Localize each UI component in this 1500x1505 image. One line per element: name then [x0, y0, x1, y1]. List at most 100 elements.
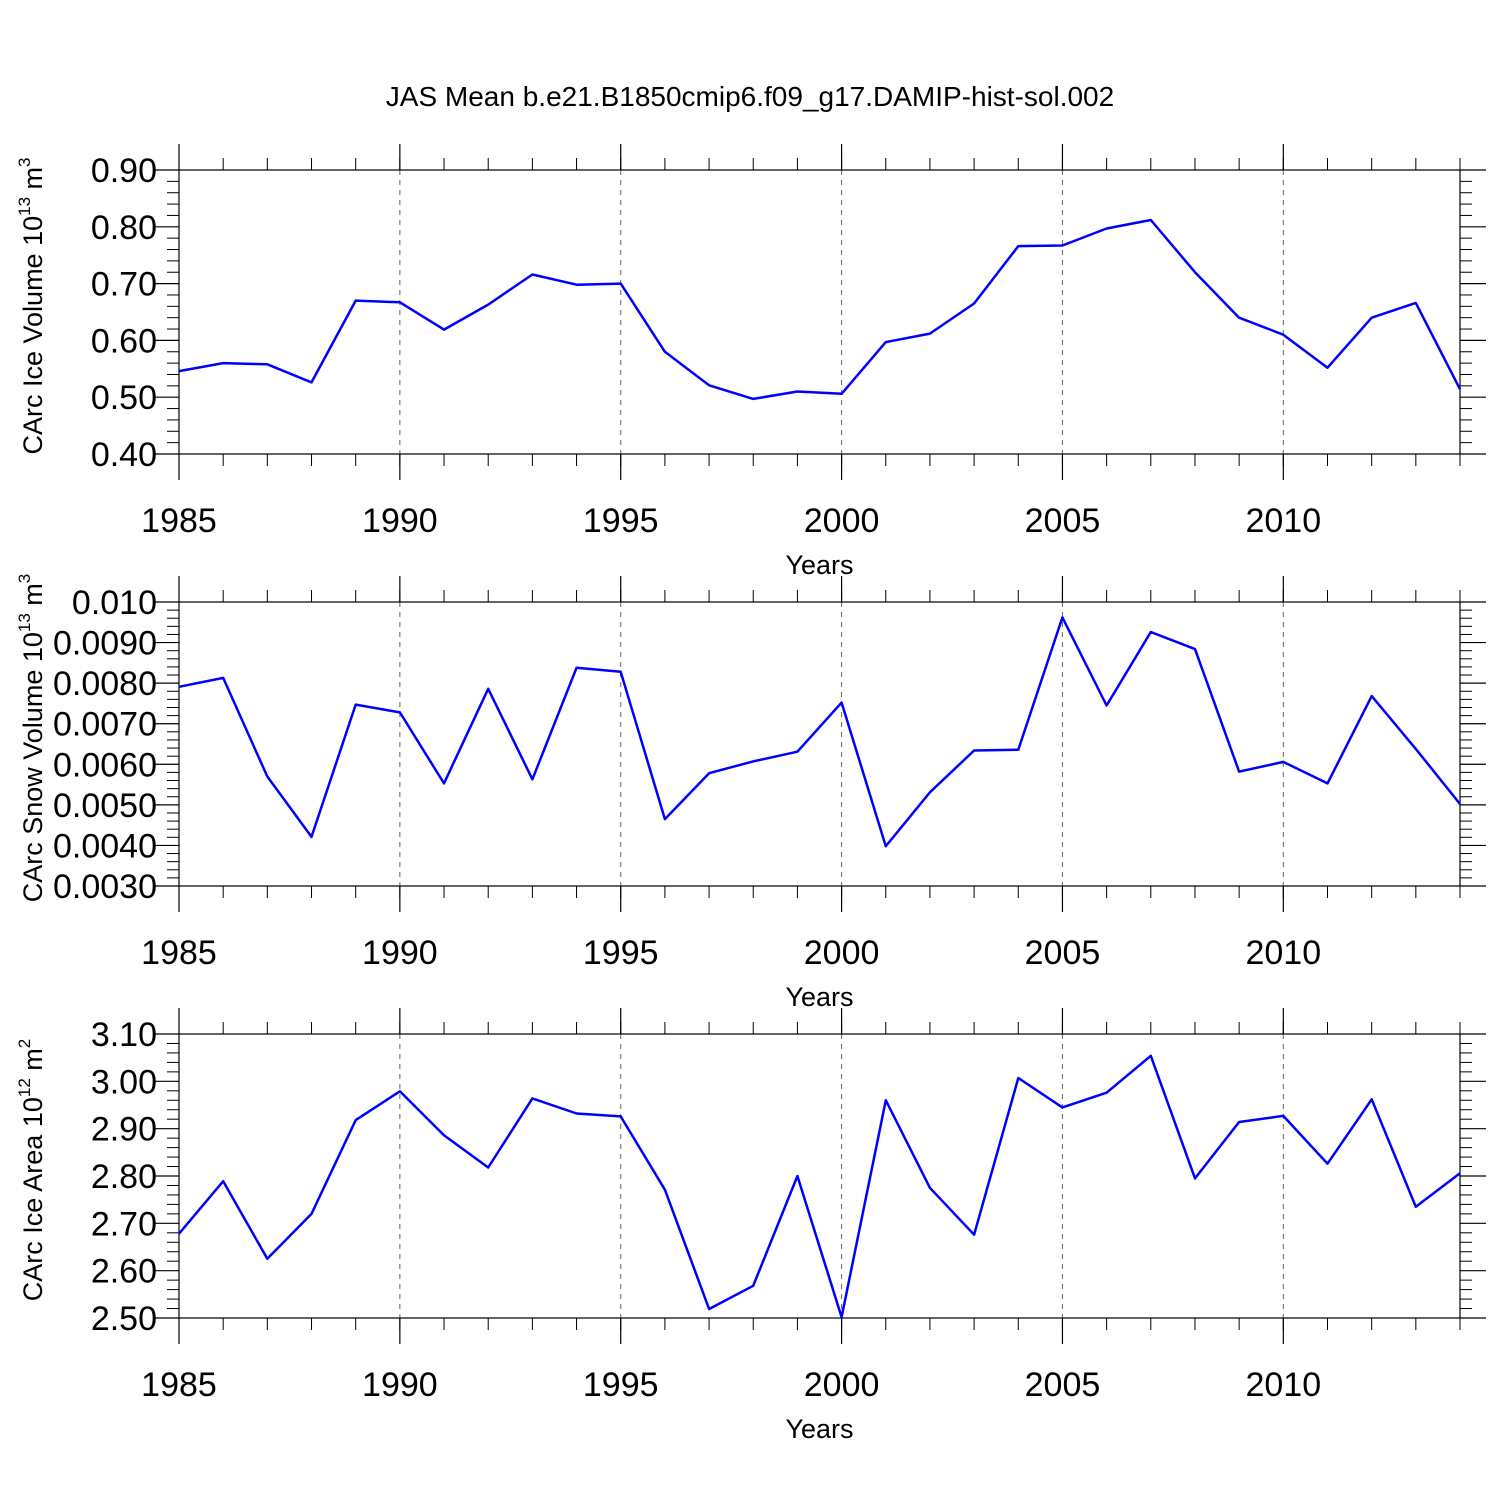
- series-line: [178, 616, 1461, 848]
- data-point: [1325, 1161, 1330, 1166]
- y-tick-label: 2.50: [91, 1300, 157, 1338]
- x-tick-label: 2010: [1245, 502, 1321, 540]
- data-point: [839, 700, 844, 705]
- y-tick-label: 0.0050: [53, 787, 157, 825]
- y-tick-label: 0.0090: [53, 625, 157, 663]
- data-point: [1369, 1097, 1374, 1102]
- data-point: [662, 817, 667, 822]
- x-tick-label: 2000: [804, 934, 880, 972]
- x-tick-label: 2010: [1245, 1366, 1321, 1404]
- x-tick-label: 2000: [804, 1366, 880, 1404]
- data-point: [574, 665, 579, 670]
- data-point: [221, 1179, 226, 1184]
- data-point: [1458, 387, 1463, 392]
- data-point: [1458, 802, 1463, 807]
- x-tick-label: 2005: [1025, 934, 1101, 972]
- data-point: [1369, 694, 1374, 699]
- data-point: [1148, 630, 1153, 635]
- x-tick-label: 2000: [804, 502, 880, 540]
- x-tick-label: 1990: [362, 1366, 438, 1404]
- panel-3: 1985 1990 1995 2000 2005 2010 2.50 2.60 2.70 2.80…: [15, 1008, 1486, 1444]
- y-tick-label: 0.0030: [53, 868, 157, 906]
- data-point: [883, 844, 888, 849]
- plot-frame: [178, 169, 1461, 455]
- data-point: [1016, 244, 1021, 249]
- data-point: [397, 300, 402, 305]
- x-axis-title: Years: [785, 550, 853, 580]
- data-point: [1281, 1113, 1286, 1118]
- y-tick-label: 2.70: [91, 1205, 157, 1243]
- x-tick-label: 2010: [1245, 934, 1321, 972]
- y-tick-label: 0.40: [91, 436, 157, 474]
- data-point: [618, 1114, 623, 1119]
- data-point: [1060, 243, 1065, 248]
- y-tick-label: 0.0040: [53, 827, 157, 865]
- data-point: [839, 391, 844, 396]
- y-tick-label: 0.90: [91, 152, 157, 190]
- x-tick-label: 2005: [1025, 502, 1101, 540]
- data-point: [1148, 217, 1153, 222]
- data-point: [662, 349, 667, 354]
- y-tick-label: 3.10: [91, 1016, 157, 1054]
- data-point: [397, 710, 402, 715]
- data-point: [662, 1187, 667, 1192]
- x-tick-label: 1995: [583, 934, 659, 972]
- plot-frame: [178, 601, 1461, 887]
- x-axis-title: Years: [785, 982, 853, 1012]
- data-point: [1369, 315, 1374, 320]
- panel-2: 1985 1990 1995 2000 2005 20100.00300.00400.00…: [15, 574, 1486, 1012]
- data-point: [486, 1165, 491, 1170]
- data-point: [1281, 332, 1286, 337]
- x-axis-title: Years: [785, 1414, 853, 1444]
- chart-title: JAS Mean b.e21.B1850cmip6.f09_g17.DAMIP-…: [386, 81, 1114, 112]
- data-point: [1413, 300, 1418, 305]
- data-point: [265, 1256, 270, 1261]
- data-point: [177, 1231, 182, 1236]
- data-point: [1281, 759, 1286, 764]
- data-point: [883, 340, 888, 345]
- data-point: [442, 327, 447, 332]
- data-point: [1237, 315, 1242, 320]
- data-point: [972, 1232, 977, 1237]
- data-point: [1458, 1171, 1463, 1176]
- data-point: [177, 369, 182, 374]
- data-point: [1192, 647, 1197, 652]
- data-point: [353, 1118, 358, 1123]
- data-point: [1148, 1053, 1153, 1058]
- x-tick-label: 1995: [583, 1366, 659, 1404]
- y-axis-title: CArc Ice Area 1012 m2: [15, 1039, 48, 1302]
- data-point: [221, 361, 226, 366]
- data-point: [1192, 270, 1197, 275]
- data-point: [707, 383, 712, 388]
- data-point: [530, 272, 535, 277]
- data-point: [309, 1211, 314, 1216]
- data-point: [353, 298, 358, 303]
- data-point: [618, 281, 623, 286]
- data-point: [1016, 1076, 1021, 1081]
- y-axis-title: CArc Ice Volume 1013 m3: [15, 157, 48, 454]
- data-point: [707, 771, 712, 776]
- data-point: [1060, 1105, 1065, 1110]
- data-point: [1192, 1176, 1197, 1181]
- data-point: [1325, 365, 1330, 370]
- data-point: [1413, 746, 1418, 751]
- data-point: [486, 686, 491, 691]
- data-point: [795, 749, 800, 754]
- data-point: [1104, 703, 1109, 708]
- data-point: [574, 1111, 579, 1116]
- data-point: [972, 301, 977, 306]
- data-point: [265, 362, 270, 367]
- y-tick-label: 3.00: [91, 1063, 157, 1101]
- y-tick-label: 0.0080: [53, 665, 157, 703]
- data-point: [927, 1185, 932, 1190]
- data-point: [1060, 615, 1065, 620]
- y-tick-label: 0.50: [91, 379, 157, 417]
- x-tick-label: 1985: [141, 1366, 217, 1404]
- data-point: [221, 675, 226, 680]
- data-point: [707, 1307, 712, 1312]
- y-tick-label: 2.90: [91, 1111, 157, 1149]
- data-point: [1237, 769, 1242, 774]
- data-point: [309, 380, 314, 385]
